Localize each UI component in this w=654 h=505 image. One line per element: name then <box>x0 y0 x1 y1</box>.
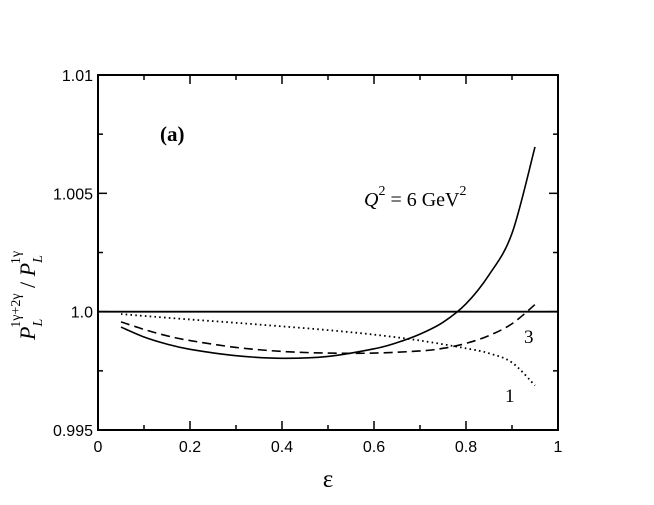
y-tick-label: 1.005 <box>53 186 93 203</box>
x-tick-label: 0 <box>94 439 103 456</box>
x-tick-label: 0.4 <box>271 439 293 456</box>
series-1-dotted-line <box>120 313 536 387</box>
y-tick-label: 0.995 <box>53 423 93 440</box>
x-tick-label: 0.6 <box>363 439 385 456</box>
panel-label: (a) <box>160 122 185 146</box>
y-tick-label: 1.01 <box>62 68 93 85</box>
y-axis-label: PL1γ+2γ / PL1γ <box>9 251 46 341</box>
x-tick-label: 0.8 <box>455 439 477 456</box>
solid-line <box>120 146 536 360</box>
y-tick-label: 1.0 <box>71 305 93 322</box>
axis-tick-labels: 0 0.2 0.4 0.6 0.8 1 0.995 1.0 1.005 1.01 <box>53 68 563 456</box>
series-label-3: 3 <box>524 327 534 348</box>
series-3-dashed-line <box>120 303 536 355</box>
series-label-1: 1 <box>505 386 515 407</box>
x-axis-label: ε <box>323 466 334 493</box>
series-lines <box>98 146 558 387</box>
x-tick-label: 1 <box>554 439 563 456</box>
q2-annotation: Q2 = 6 GeV2 <box>364 184 467 211</box>
x-tick-label: 0.2 <box>179 439 201 456</box>
